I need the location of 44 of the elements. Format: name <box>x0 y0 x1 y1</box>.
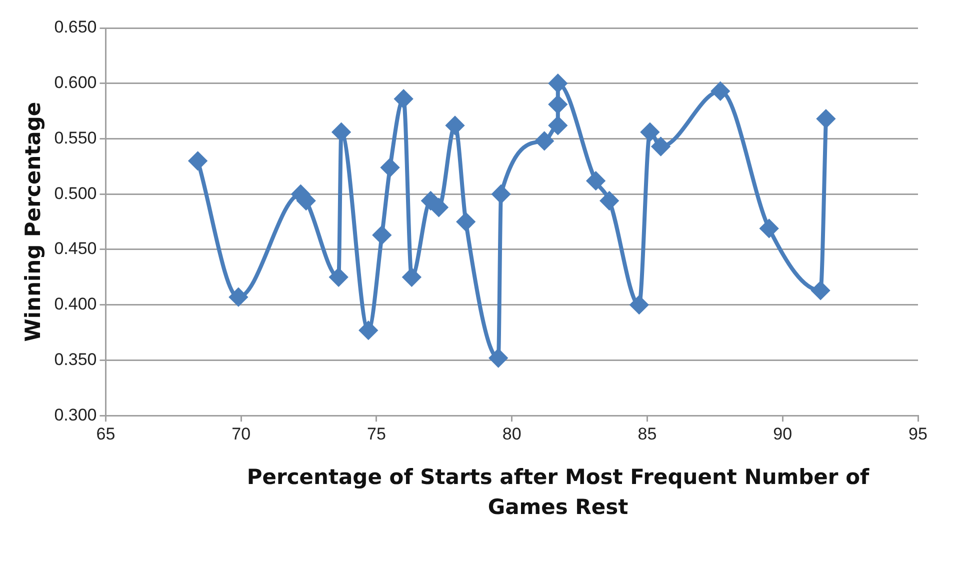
point <box>229 288 248 306</box>
point <box>600 192 618 210</box>
point <box>548 74 567 92</box>
x-tick-label: 80 <box>502 424 522 444</box>
y-tick-label: 0.650 <box>54 18 97 37</box>
point <box>548 95 567 114</box>
point <box>394 90 413 108</box>
y-tick-label: 0.450 <box>54 239 97 258</box>
point <box>760 219 778 238</box>
y-tick-label: 0.350 <box>54 350 97 369</box>
x-tick-label: 85 <box>638 424 657 444</box>
point <box>711 82 730 100</box>
point <box>535 132 554 150</box>
x-axis-title: Percentage of Starts after Most Frequent Number of Games Rest <box>246 464 870 522</box>
y-tick-label: 0.600 <box>54 73 97 92</box>
point <box>816 110 835 128</box>
point <box>188 152 207 170</box>
x-tick-label: 70 <box>232 424 251 444</box>
y-axis-title: Winning Percentage <box>21 102 46 342</box>
point <box>492 185 510 204</box>
point <box>456 212 475 231</box>
x-tick-label: 75 <box>367 424 386 444</box>
point <box>489 349 508 368</box>
point <box>640 123 659 142</box>
point <box>381 158 400 177</box>
point <box>652 137 670 156</box>
point <box>332 123 350 142</box>
y-tick-label: 0.300 <box>54 405 97 424</box>
x-tick-label: 90 <box>773 424 792 444</box>
point <box>586 172 605 190</box>
point <box>359 321 378 340</box>
x-tick-label: 65 <box>96 424 116 444</box>
point <box>630 296 648 314</box>
point <box>446 116 464 134</box>
point <box>402 268 421 286</box>
point <box>812 281 830 300</box>
y-tick-label: 0.400 <box>54 294 97 314</box>
point <box>430 198 448 216</box>
y-tick-label: 0.550 <box>54 128 97 148</box>
x-tick-label: 95 <box>908 424 928 444</box>
y-tick-label: 0.500 <box>54 184 97 203</box>
point <box>548 116 567 134</box>
point <box>330 268 348 286</box>
point <box>372 226 391 244</box>
